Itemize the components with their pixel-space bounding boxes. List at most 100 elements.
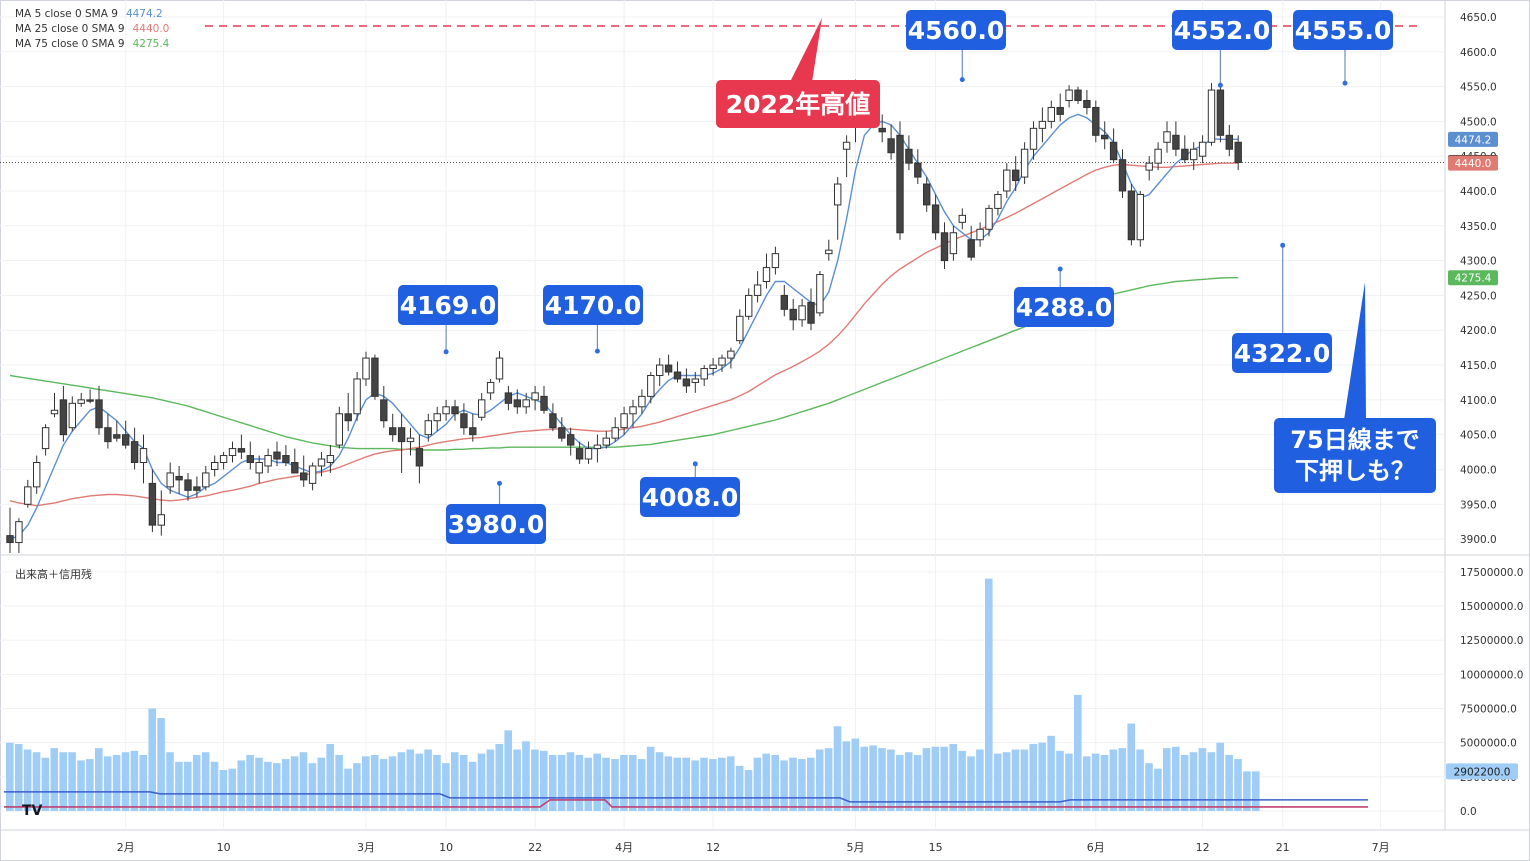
volume-badge: 2902200.0 — [1446, 763, 1518, 780]
candle-body — [291, 462, 299, 474]
volume-bar — [522, 741, 530, 811]
candle-body — [887, 138, 895, 154]
candle-body — [273, 451, 281, 460]
volume-bar — [860, 746, 868, 811]
candle — [629, 399, 637, 428]
candle — [300, 455, 308, 487]
candle — [842, 135, 851, 178]
legend-ma25[interactable]: MA 25 close 0 SMA 9 4440.0 — [15, 22, 169, 37]
volume-bar — [940, 746, 949, 811]
legend-ma5[interactable]: MA 5 close 0 SMA 9 4474.2 — [15, 7, 163, 22]
volume-bar — [655, 752, 664, 811]
candle — [638, 389, 646, 414]
candle — [415, 434, 424, 484]
price-pane[interactable] — [0, 25, 1445, 553]
candle — [273, 441, 281, 466]
volume-pane[interactable] — [4, 578, 1368, 811]
candle-body — [104, 427, 112, 443]
volume-bar — [1118, 748, 1127, 811]
candle — [326, 445, 335, 473]
volume-bar — [1198, 748, 1207, 811]
volume-bar — [1243, 771, 1251, 811]
candle-body — [1207, 89, 1216, 143]
candle — [1029, 121, 1038, 160]
volume-bar — [103, 756, 112, 811]
volume-bar — [192, 754, 201, 811]
candle-body — [442, 406, 450, 415]
candle-body — [184, 479, 192, 491]
volume-bar — [1216, 742, 1224, 811]
candle — [664, 354, 673, 376]
volume-bar — [166, 752, 174, 811]
candle-body — [1216, 89, 1225, 136]
candle-body — [122, 434, 130, 446]
annotations: 4169.0 4170.0 3980.0 4008.0 4560.0 4288.0 4552… — [398, 10, 1436, 544]
candle — [745, 288, 753, 320]
time-tick-label: 22 — [528, 841, 542, 854]
candle-body — [940, 232, 949, 262]
volume-tick-label: 15000000.0 — [1460, 601, 1523, 613]
candle-body — [1198, 141, 1207, 157]
volume-bar — [504, 730, 512, 811]
candle-body — [638, 395, 646, 408]
candle-body — [344, 413, 352, 422]
volume-bar — [682, 757, 690, 811]
volume-bar — [718, 757, 726, 811]
candle — [976, 222, 984, 247]
candle — [122, 420, 130, 449]
candle — [1172, 121, 1180, 157]
candle — [211, 455, 219, 477]
candle — [6, 507, 14, 553]
candle-body — [745, 294, 753, 317]
callout: 4170.0 — [543, 285, 643, 354]
candle — [602, 431, 610, 449]
candle — [709, 358, 717, 376]
candle-body — [1190, 148, 1198, 161]
candle-body — [593, 444, 602, 450]
candle — [1038, 107, 1047, 143]
high-2022-text: 2022年高値 — [726, 90, 871, 119]
candle-body — [647, 374, 655, 397]
candle-body — [77, 399, 85, 404]
candle-body — [549, 413, 557, 429]
svg-text:4275.4: 4275.4 — [1455, 273, 1492, 285]
volume-bar — [219, 770, 228, 811]
candle — [816, 271, 824, 317]
candle — [647, 372, 655, 404]
candle-body — [1012, 169, 1020, 182]
time-tick-label: 12 — [1196, 841, 1210, 854]
candle-body — [620, 413, 628, 429]
candle — [193, 476, 201, 498]
volume-bar — [1082, 756, 1091, 811]
candle-body — [166, 472, 174, 488]
time-tick-label: 10 — [217, 841, 231, 854]
candle-body — [335, 413, 344, 446]
volume-bar — [1163, 748, 1171, 811]
tradingview-logo[interactable]: TV — [22, 803, 43, 819]
time-tick-label: 21 — [1276, 841, 1290, 854]
candle — [68, 396, 76, 432]
volume-bar — [949, 744, 957, 811]
volume-bar — [1136, 749, 1144, 811]
axes: 4650.04600.04550.04500.04450.04400.04350… — [117, 12, 1524, 854]
candle — [166, 462, 174, 494]
note-line-2: 下押しも？ — [1295, 457, 1415, 485]
legend-ma75[interactable]: MA 75 close 0 SMA 9 4275.4 — [15, 37, 169, 52]
candle — [931, 194, 940, 240]
candle — [540, 385, 548, 414]
candle-body — [371, 357, 379, 397]
candle — [522, 392, 530, 414]
volume-bar — [362, 756, 370, 811]
volume-bar — [175, 761, 183, 811]
candle-body — [709, 364, 717, 370]
volume-bar — [477, 753, 486, 811]
candle — [113, 420, 121, 442]
candle-body — [825, 249, 833, 255]
candle-body — [24, 486, 32, 505]
candle — [15, 518, 23, 553]
candle-body — [949, 232, 958, 255]
time-tick-label: 10 — [439, 841, 453, 854]
candle — [727, 347, 735, 369]
candle-body — [148, 482, 157, 526]
